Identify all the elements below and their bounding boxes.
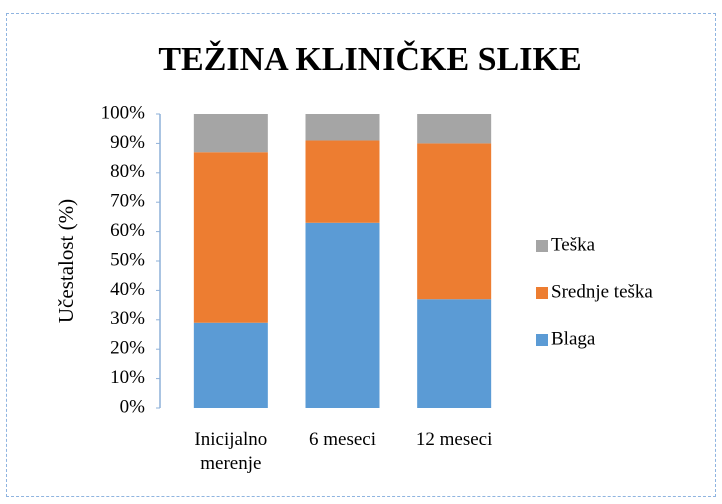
- x-tick-label: Inicijalno merenje: [194, 429, 268, 474]
- legend-label: Srednje teška: [551, 281, 653, 302]
- y-tick-label: 100%: [101, 102, 146, 123]
- bar-segment: [305, 140, 380, 223]
- legend-label: Blaga: [551, 328, 596, 349]
- bar-segment: [193, 114, 268, 153]
- y-tick-label: 70%: [110, 191, 145, 212]
- y-axis-label: Učestalost (%): [54, 199, 78, 323]
- x-tick-label: 6 meseci: [308, 429, 376, 450]
- y-tick-label: 10%: [110, 367, 145, 388]
- legend-swatch: [536, 287, 548, 299]
- bar-segment: [305, 222, 380, 408]
- y-tick-label: 90%: [110, 132, 145, 153]
- bar-segment: [193, 322, 268, 408]
- chart-title: TEŽINA KLINIČKE SLIKE: [158, 40, 581, 78]
- legend-label: Teška: [551, 234, 596, 255]
- y-tick-label: 40%: [110, 279, 145, 300]
- y-tick-label: 80%: [110, 161, 145, 182]
- legend-swatch: [536, 240, 548, 252]
- y-tick-label: 50%: [110, 249, 145, 270]
- y-tick-label: 20%: [110, 338, 145, 359]
- bar-segment: [417, 114, 492, 144]
- bar-segment: [193, 152, 268, 323]
- x-tick-label: 12 meseci: [415, 429, 493, 450]
- bar-segment: [417, 143, 492, 300]
- legend-swatch: [536, 334, 548, 346]
- y-tick-label: 0%: [120, 396, 146, 417]
- bar-segment: [417, 299, 492, 408]
- chart-frame: [6, 13, 716, 497]
- bar-segment: [305, 114, 380, 141]
- y-tick-label: 60%: [110, 220, 145, 241]
- y-tick-label: 30%: [110, 308, 145, 329]
